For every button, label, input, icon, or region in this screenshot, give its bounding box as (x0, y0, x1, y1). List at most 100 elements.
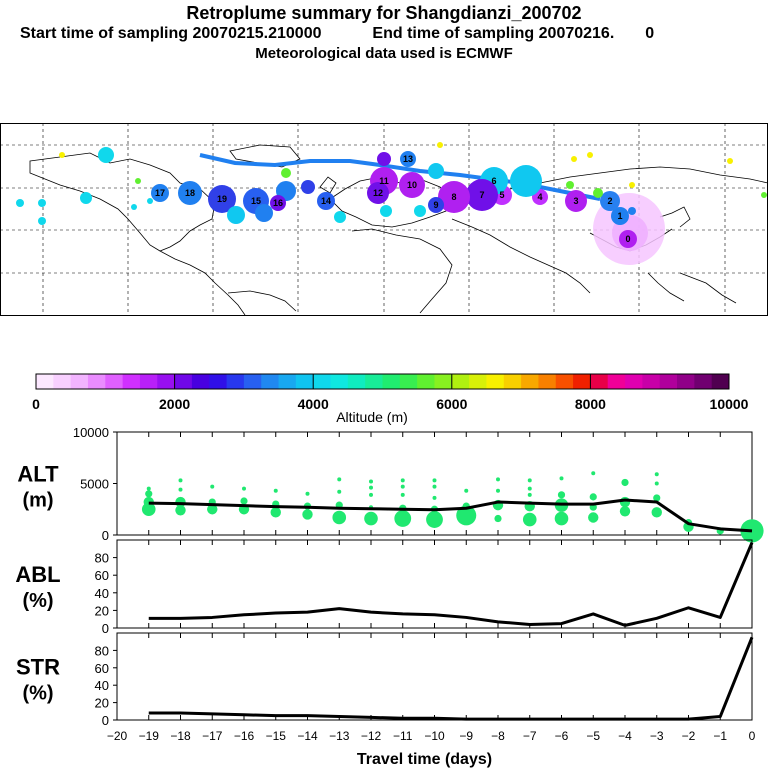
y-tick-label: 40 (95, 678, 109, 693)
colorbar-tick-label: 4000 (298, 396, 329, 412)
altitude-cluster-dot (492, 499, 504, 511)
altitude-cluster-dot (432, 478, 437, 483)
y-tick-label: 10000 (73, 425, 109, 440)
altitude-cluster-dot (621, 478, 629, 487)
colorbar-cell (382, 374, 401, 389)
x-tick-label: 0 (749, 729, 756, 743)
altitude-cluster-dot (619, 496, 631, 508)
panel-title: STR (16, 655, 60, 680)
altitude-cluster-dot (175, 505, 186, 516)
x-tick-label: −8 (491, 729, 505, 743)
cluster-label-15: 15 (251, 196, 261, 206)
altitude-cluster-dot (619, 506, 631, 517)
cluster-day-3b (593, 188, 603, 198)
x-tick-label: −20 (107, 729, 128, 743)
cluster-day-6 (510, 165, 542, 197)
colorbar-cell (521, 374, 539, 389)
altitude-cluster-dot (464, 488, 469, 493)
colorbar-cell (226, 374, 245, 389)
colorbar-cell (625, 374, 643, 389)
colorbar-cell (677, 374, 695, 389)
cluster-day-1b (727, 158, 733, 164)
x-tick-label: −7 (523, 729, 537, 743)
colorbar-cell (278, 374, 297, 389)
cluster-day-19f (270, 195, 286, 211)
altitude-cluster-dot (426, 511, 443, 528)
colorbar-cell (105, 374, 124, 389)
cluster-day-1d (628, 207, 636, 215)
altitude-cluster-dot (302, 509, 313, 520)
y-tick-label: 60 (95, 568, 109, 583)
colorbar-tick-label: 8000 (575, 396, 606, 412)
cluster-day-14b (437, 142, 443, 148)
colorbar-cell (87, 374, 106, 389)
panel-unit: (%) (22, 590, 53, 612)
cluster-label-10: 10 (407, 180, 417, 190)
altitude-cluster-dot (208, 498, 216, 506)
panel-frame (116, 632, 753, 721)
cluster-label-7: 7 (479, 190, 484, 200)
panel-frame (116, 431, 753, 536)
colorbar-cell (209, 374, 228, 389)
cluster-day-3c (629, 182, 635, 188)
altitude-cluster-dot (238, 504, 250, 515)
altitude-cluster-dot (305, 491, 310, 496)
colorbar-cells (36, 374, 730, 389)
altitude-cluster-dot (369, 485, 373, 490)
cluster-day-0 (619, 230, 637, 248)
x-tick-label: −19 (139, 729, 160, 743)
page-title: Retroplume summary for Shangdianzi_20070… (186, 3, 582, 23)
altitude-cluster-dot (684, 519, 693, 527)
altitude-colorbar: 0 2000 4000 6000 8000 10000 Altitude (m) (32, 373, 749, 425)
x-tick-label: −10 (424, 729, 445, 743)
altitude-cluster-dot (554, 511, 569, 526)
altitude-cluster-dot (589, 503, 597, 511)
met-data-label: Meteorological data used is ECMWF (255, 45, 513, 62)
colorbar-cell (659, 374, 678, 389)
colorbar-cell (573, 374, 591, 389)
altitude-cluster-dot (456, 505, 477, 526)
colorbar-cell (642, 374, 661, 389)
cluster-label-5: 5 (499, 190, 504, 200)
cluster-label-6: 6 (491, 176, 496, 186)
altitude-cluster-dot (527, 478, 532, 483)
cluster-label-1: 1 (617, 211, 622, 221)
colorbar-cell (469, 374, 487, 389)
altitude-cluster-dot (496, 488, 500, 493)
colorbar-tick-label: 10000 (710, 396, 749, 412)
altitude-cluster-dot (432, 495, 437, 500)
x-tick-label: −12 (361, 729, 382, 743)
colorbar-cell (36, 374, 54, 389)
cluster-label-13: 13 (403, 154, 413, 164)
retroplume-map: 0 1 2 3 4 5 6 7 8 9 10 11 12 13 14 15 16… (0, 123, 768, 316)
colorbar-cell (347, 374, 366, 389)
x-tick-label: −15 (266, 729, 287, 743)
end-time-label: End time of sampling 20070216. (372, 25, 615, 42)
altitude-cluster-dot (394, 510, 412, 527)
colorbar-tick-label: 0 (32, 396, 40, 412)
altitude-cluster-dot (554, 498, 569, 512)
altitude-cluster-dot (400, 484, 405, 489)
cluster-day-19o (59, 152, 65, 158)
cluster-label-4: 4 (537, 192, 542, 202)
colorbar-cell (451, 374, 470, 389)
x-tick-label: −3 (650, 729, 664, 743)
altitude-cluster-dot (651, 507, 662, 518)
cluster-day-9 (428, 197, 444, 213)
x-tick-label: −9 (459, 729, 473, 743)
cluster-day-19n (135, 178, 141, 184)
altitude-cluster-dot (430, 505, 439, 513)
str-series-line (148, 636, 754, 721)
cluster-day-19j (38, 217, 46, 225)
colorbar-ticks: 0 2000 4000 6000 8000 10000 (32, 374, 749, 412)
y-tick-label: 60 (95, 661, 109, 676)
altitude-cluster-dot (369, 492, 373, 497)
cluster-day-19b (178, 181, 202, 205)
cluster-label-18: 18 (185, 188, 195, 198)
cluster-label-8: 8 (451, 192, 456, 202)
altitude-cluster-dot (145, 490, 153, 498)
x-tick-label: −2 (682, 729, 696, 743)
colorbar-cell (261, 374, 280, 389)
panel-title: ABL (15, 562, 60, 587)
x-tick-label: −5 (586, 729, 600, 743)
